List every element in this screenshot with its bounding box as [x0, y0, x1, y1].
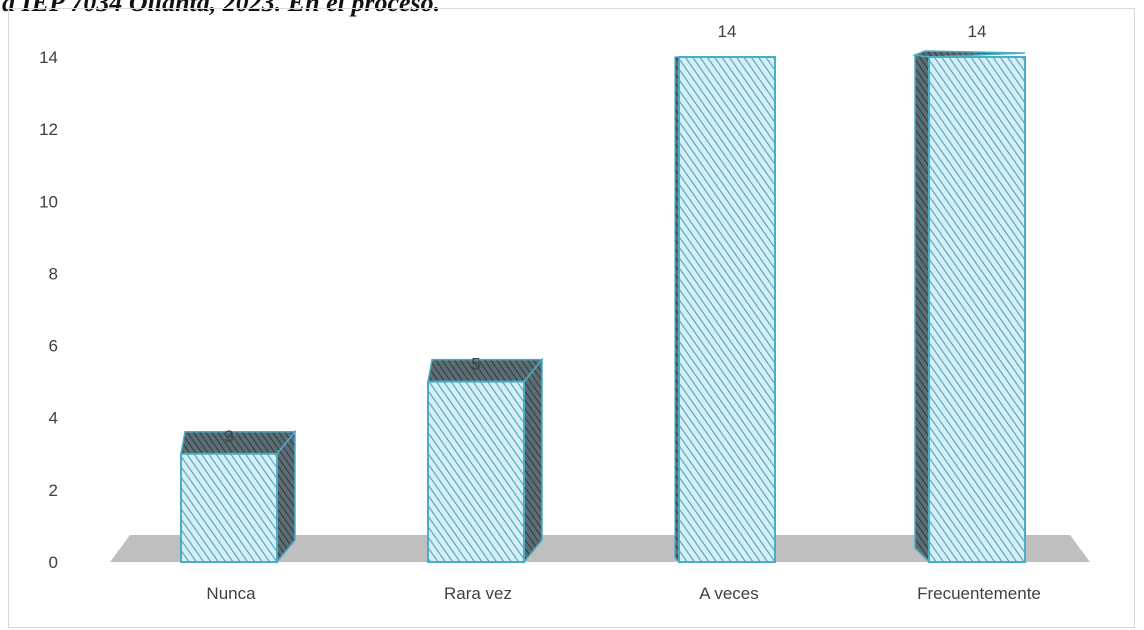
bar-a-veces [674, 56, 776, 564]
y-tick-label: 8 [49, 264, 58, 283]
bars [180, 50, 1026, 565]
chart-floor [110, 535, 1090, 562]
y-tick-label: 10 [39, 192, 58, 211]
y-axis: 0 2 4 6 8 10 12 14 [39, 48, 58, 572]
floor-plane [110, 535, 1090, 562]
data-label: 3 [224, 427, 233, 446]
bar-front-face [678, 56, 776, 563]
bar-rara-vez [427, 357, 544, 565]
bar-top-face [427, 358, 544, 383]
bar-frecuentemente [912, 50, 1026, 564]
y-tick-label: 14 [39, 48, 58, 67]
bar-nunca [180, 429, 297, 565]
x-category-label: Frecuentemente [917, 584, 1041, 603]
x-category-label: A veces [699, 584, 759, 603]
bar-front-face [427, 380, 525, 563]
bar-front-face [180, 452, 278, 563]
y-tick-label: 12 [39, 120, 58, 139]
bar-top-face [912, 50, 1026, 58]
x-axis: Nunca Rara vez A veces Frecuentemente [206, 584, 1040, 603]
bar-side-face [523, 357, 543, 565]
y-tick-label: 2 [49, 481, 58, 500]
y-tick-label: 4 [49, 409, 58, 428]
x-category-label: Nunca [206, 584, 256, 603]
x-category-label: Rara vez [444, 584, 512, 603]
chart-frame [8, 8, 1135, 628]
data-label: 5 [471, 355, 480, 374]
y-tick-label: 6 [49, 337, 58, 356]
bar-front-face [928, 56, 1026, 563]
y-tick-label: 0 [49, 553, 58, 572]
data-label: 14 [968, 22, 987, 41]
bar-top-face [180, 431, 297, 455]
data-labels: 3 5 14 14 [224, 22, 986, 446]
data-label: 14 [718, 22, 737, 41]
bar-side-face [914, 54, 930, 564]
